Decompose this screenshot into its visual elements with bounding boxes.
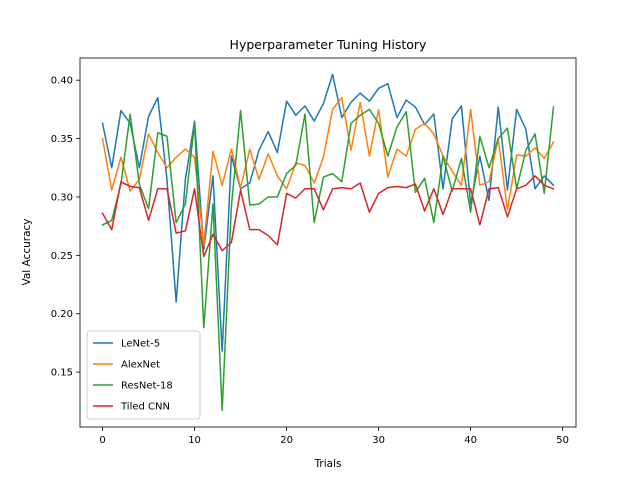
x-tick-label: 10	[188, 435, 201, 446]
series-line-1	[101, 96, 555, 246]
x-axis-label: Trials	[314, 458, 342, 470]
x-tick-label: 0	[99, 435, 105, 446]
plot-frame	[79, 57, 577, 428]
legend-box	[86, 330, 201, 420]
series-lines	[101, 73, 555, 412]
series-line-3	[101, 175, 555, 258]
axes: 0 10 20 30 40 50 0.15 0.20 0.25 0.30 0.35 0.40	[51, 57, 577, 446]
x-tick-label: 20	[280, 435, 293, 446]
legend-label: Tiled CNN	[120, 402, 170, 413]
y-tick-label: 0.20	[51, 309, 73, 320]
chart-title: Hyperparameter Tuning History	[230, 37, 427, 52]
y-axis-label: Val Accuracy	[21, 219, 33, 286]
series-line-0	[101, 73, 555, 352]
x-tick-label: 40	[464, 435, 477, 446]
legend-label: AlexNet	[121, 360, 160, 371]
legend: LeNet-5 AlexNet ResNet-18 Tiled CNN	[86, 330, 201, 420]
y-tick-label: 0.40	[51, 76, 73, 87]
y-tick-label: 0.35	[51, 134, 73, 145]
y-tick-label: 0.30	[51, 192, 73, 203]
legend-label: ResNet-18	[121, 381, 173, 392]
x-tick-label: 50	[556, 435, 569, 446]
y-tick-label: 0.15	[51, 368, 73, 379]
x-tick-label: 30	[372, 435, 385, 446]
y-tick-label: 0.25	[51, 251, 73, 262]
legend-label: LeNet-5	[121, 339, 160, 350]
series-line-2	[101, 106, 555, 412]
